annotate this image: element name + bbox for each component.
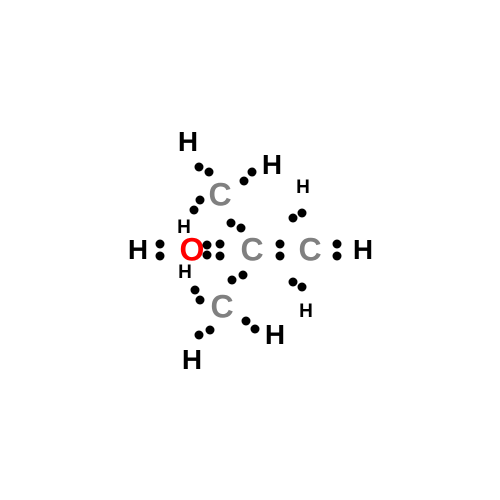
electron-dot <box>203 251 212 260</box>
electron-dot <box>190 206 199 215</box>
atom-C_center: C <box>240 232 263 269</box>
atom-H_right_top: H <box>296 177 310 199</box>
electron-dot <box>298 283 307 292</box>
electron-dot <box>276 240 285 249</box>
atom-H_bot2: H <box>182 344 202 376</box>
electron-dot <box>248 168 257 177</box>
electron-dot <box>333 252 342 261</box>
atom-H_bot1: H <box>265 319 285 351</box>
electron-dot <box>298 209 307 218</box>
electron-dot <box>206 326 215 335</box>
atom-C_top: C <box>208 177 231 214</box>
electron-dot <box>195 163 204 172</box>
electron-dot <box>276 252 285 261</box>
electron-dot <box>203 241 212 250</box>
electron-dot <box>240 177 249 186</box>
electron-dot <box>239 271 248 280</box>
electron-dot <box>228 276 237 285</box>
atom-H_right_bot: H <box>299 301 313 323</box>
electron-dot <box>227 219 236 228</box>
electron-dot <box>333 240 342 249</box>
atom-H_far_right: H <box>353 234 373 266</box>
atom-H_left: H <box>128 234 148 266</box>
electron-dot <box>216 240 225 249</box>
electron-dot <box>156 252 165 261</box>
atom-H_up_small1: H <box>177 217 191 239</box>
atom-H_top2: H <box>262 149 282 181</box>
electron-dot <box>251 325 260 334</box>
electron-dot <box>237 224 246 233</box>
electron-dot <box>216 252 225 261</box>
electron-dot <box>242 317 251 326</box>
electron-dot <box>196 196 205 205</box>
electron-dot <box>289 278 298 287</box>
atom-H_down_small1: H <box>178 262 192 284</box>
electron-dot <box>195 331 204 340</box>
electron-dot <box>156 240 165 249</box>
electron-dot <box>205 168 214 177</box>
electron-dot <box>191 286 200 295</box>
electron-dot <box>289 214 298 223</box>
electron-dot <box>196 296 205 305</box>
atom-C_right: C <box>298 232 321 269</box>
atom-H_top1: H <box>178 126 198 158</box>
atom-C_bottom: C <box>210 289 233 326</box>
